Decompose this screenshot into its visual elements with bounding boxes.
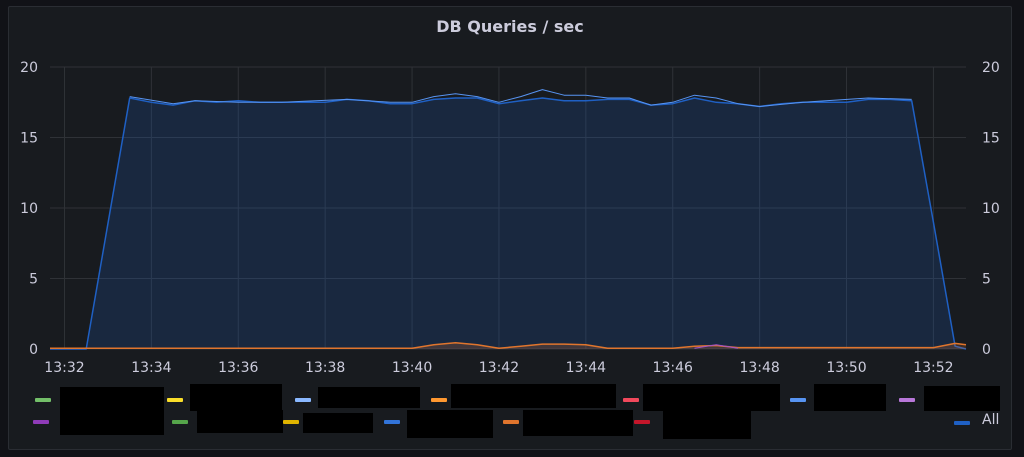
y-tick-left: 10: [20, 201, 38, 217]
y-tick-right: 20: [982, 60, 1000, 76]
series-line-3: [694, 344, 738, 349]
x-tick: 13:42: [479, 360, 519, 376]
y-tick-left: 0: [29, 342, 38, 358]
x-tick: 13:44: [566, 360, 606, 376]
x-tick: 13:34: [131, 360, 171, 376]
y-tick-left: 15: [20, 131, 38, 147]
x-tick: 13:50: [826, 360, 866, 376]
x-tick: 13:40: [392, 360, 432, 376]
y-tick-right: 5: [982, 272, 991, 288]
y-tick-right: 0: [982, 342, 991, 358]
y-tick-right: 10: [982, 201, 1000, 217]
x-tick: 13:46: [653, 360, 693, 376]
graph-panel: DB Queries / sec: [8, 6, 1012, 450]
x-tick: 13:36: [218, 360, 258, 376]
chart-grid: [50, 66, 966, 350]
panel-title[interactable]: DB Queries / sec: [436, 17, 584, 36]
x-tick: 13:38: [305, 360, 345, 376]
series-line-2: [50, 341, 967, 350]
series-line-1: [129, 89, 912, 107]
y-axis-right: 0 5 10 15 20: [982, 60, 1000, 358]
x-axis: 13:32 13:34 13:36 13:38 13:40 13:42 13:44 13:46…: [44, 360, 953, 376]
y-tick-left: 5: [29, 272, 38, 288]
y-tick-left: 20: [20, 60, 38, 76]
x-tick: 13:48: [739, 360, 779, 376]
series-area-0: [50, 98, 966, 349]
y-axis-left: 0 5 10 15 20: [20, 60, 38, 358]
series-line-0: [50, 97, 967, 350]
x-tick: 13:32: [44, 360, 84, 376]
y-tick-right: 15: [982, 131, 1000, 147]
chart-series: [50, 89, 967, 350]
x-tick: 13:52: [913, 360, 953, 376]
